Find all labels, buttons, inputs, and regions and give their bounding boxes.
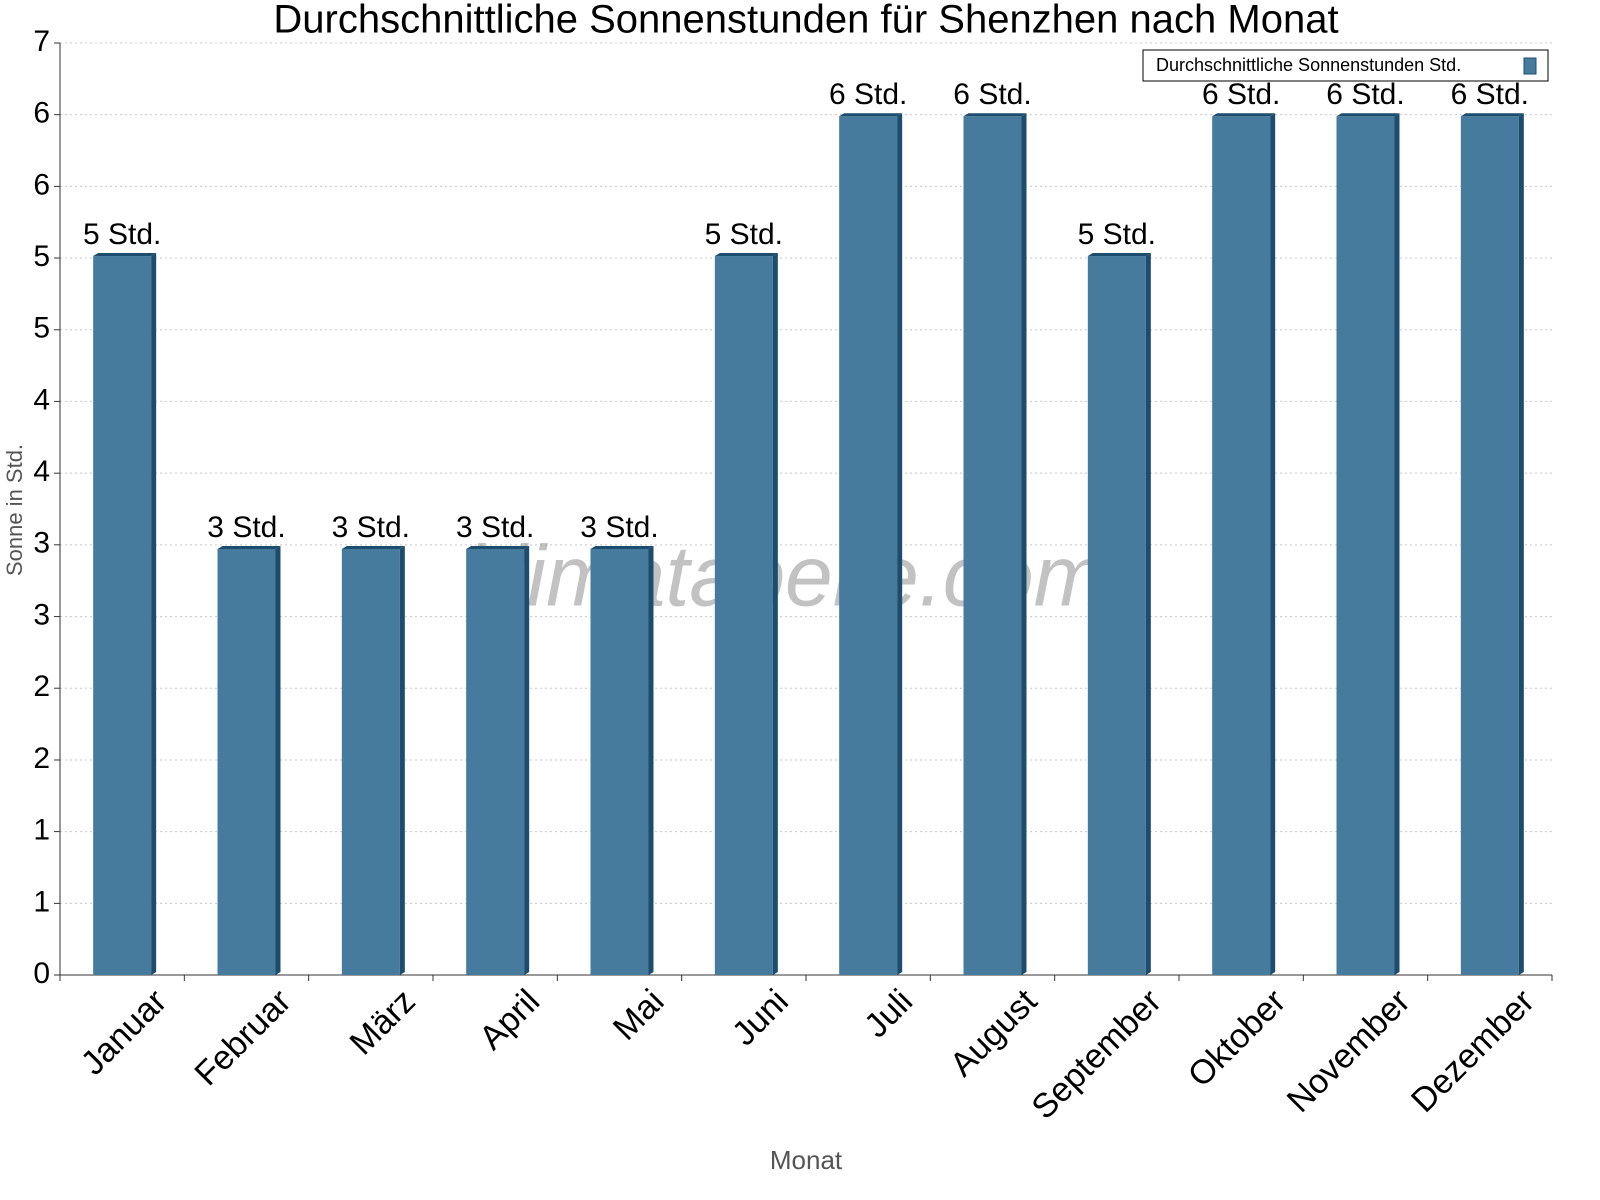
- chart-title: Durchschnittliche Sonnenstunden für Shen…: [273, 0, 1338, 42]
- value-label: 6 Std.: [829, 78, 907, 111]
- bar-top: [1212, 113, 1276, 117]
- value-label: 3 Std.: [580, 511, 658, 544]
- x-tick-label: August: [943, 982, 1045, 1084]
- legend-box: [1142, 49, 1549, 82]
- bar-side: [648, 545, 654, 975]
- y-tick-label: 1: [33, 885, 50, 918]
- bar: [466, 548, 525, 975]
- bar-top: [217, 545, 281, 549]
- y-tick-label: 3: [33, 599, 50, 632]
- legend-swatch: [1523, 57, 1537, 75]
- bar: [963, 116, 1022, 975]
- x-tick-label: Juni: [725, 982, 796, 1053]
- y-tick-label: 4: [33, 383, 50, 416]
- bar: [341, 548, 400, 975]
- bar-top: [466, 545, 530, 549]
- bar: [93, 256, 152, 975]
- bar-top: [1336, 113, 1400, 117]
- value-label: 6 Std.: [953, 78, 1031, 111]
- bar-top: [1087, 253, 1151, 257]
- bar-side: [1270, 113, 1276, 975]
- value-label: 5 Std.: [1078, 218, 1156, 251]
- value-label: 6 Std.: [1451, 78, 1529, 111]
- legend-label: Durchschnittliche Sonnenstunden Std.: [1156, 55, 1461, 75]
- value-label: 3 Std.: [207, 511, 285, 544]
- value-label: 6 Std.: [1326, 78, 1404, 111]
- bar: [1087, 256, 1146, 975]
- x-tick-label: Januar: [74, 982, 174, 1082]
- bar-top: [590, 545, 654, 549]
- value-label: 5 Std.: [705, 218, 783, 251]
- x-tick-label: Mai: [606, 982, 672, 1048]
- value-label: 5 Std.: [83, 218, 161, 251]
- bar: [217, 548, 276, 975]
- y-tick-label: 2: [33, 742, 50, 775]
- bar-side: [275, 545, 281, 975]
- bar-side: [1145, 253, 1151, 975]
- y-tick-label: 2: [33, 670, 50, 703]
- y-tick-label: 5: [33, 240, 50, 273]
- x-tick-label: März: [343, 982, 423, 1062]
- bar-side: [897, 113, 903, 975]
- value-label: 3 Std.: [332, 511, 410, 544]
- y-tick-label: 3: [33, 527, 50, 560]
- bar-top: [963, 113, 1027, 117]
- y-tick-label: 6: [33, 168, 50, 201]
- bar-side: [1394, 113, 1400, 975]
- bar-side: [524, 545, 530, 975]
- bar: [1212, 116, 1271, 975]
- y-tick-label: 0: [33, 957, 50, 990]
- bar-top: [714, 253, 778, 257]
- y-tick-label: 6: [33, 97, 50, 130]
- y-axis-title: Sonne in Std.: [2, 444, 27, 576]
- bar: [1460, 116, 1519, 975]
- y-tick-label: 1: [33, 814, 50, 847]
- y-tick-label: 4: [33, 455, 50, 488]
- bar-top: [341, 545, 405, 549]
- bar-side: [1021, 113, 1027, 975]
- x-tick-label: September: [1024, 982, 1168, 1126]
- value-label: 6 Std.: [1202, 78, 1280, 111]
- x-tick-label: Dezember: [1404, 982, 1542, 1120]
- x-tick-label: November: [1280, 982, 1418, 1120]
- x-tick-label: Oktober: [1181, 982, 1293, 1094]
- x-tick-label: Juli: [857, 982, 920, 1045]
- bar: [1336, 116, 1395, 975]
- bar: [590, 548, 649, 975]
- x-tick-label: April: [472, 982, 547, 1057]
- value-label: 3 Std.: [456, 511, 534, 544]
- bar-side: [1518, 113, 1524, 975]
- bar-side: [151, 253, 157, 975]
- bar: [839, 116, 898, 975]
- x-axis-title: Monat: [770, 1145, 843, 1175]
- bar-side: [772, 253, 778, 975]
- y-tick-label: 7: [33, 25, 50, 58]
- bar-top: [93, 253, 157, 257]
- y-tick-label: 5: [33, 312, 50, 345]
- bar-side: [399, 545, 405, 975]
- bar-top: [839, 113, 903, 117]
- bar: [714, 256, 773, 975]
- bar-top: [1460, 113, 1524, 117]
- x-tick-label: Februar: [187, 982, 298, 1093]
